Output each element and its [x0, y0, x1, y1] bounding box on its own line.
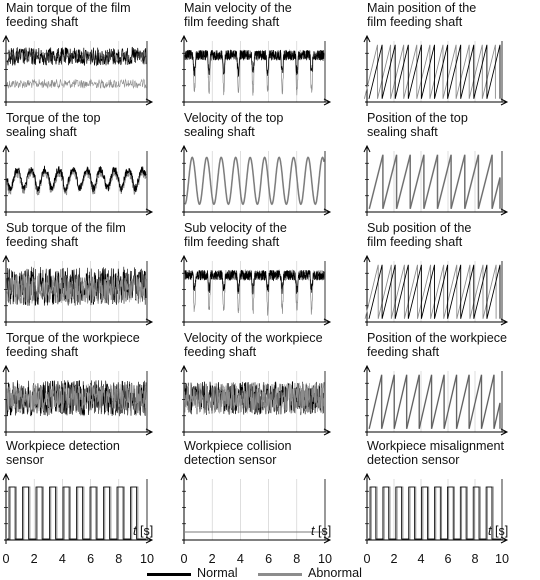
- legend-abnormal-label: Abnormal: [308, 566, 362, 580]
- series-abnormal: [368, 374, 501, 429]
- series-normal: [368, 264, 501, 319]
- chart-title: Workpiece misalignment detection sensor: [367, 439, 504, 467]
- chart-title: Sub torque of the film feeding shaft: [6, 221, 126, 249]
- series-abnormal: [6, 383, 147, 413]
- legend-normal-label: Normal: [197, 566, 238, 580]
- y-axis-arrow: [180, 34, 188, 43]
- y-axis-arrow: [2, 472, 10, 481]
- x-axis-arrow: [323, 428, 332, 436]
- x-axis-unit: [s]: [491, 524, 509, 538]
- series-normal: [368, 486, 501, 540]
- x-tick-label: 8: [471, 552, 479, 566]
- x-axis-arrow: [500, 318, 509, 326]
- y-axis-arrow: [363, 472, 371, 481]
- x-tick-label: 10: [317, 552, 332, 566]
- chart-title: Position of the workpiece feeding shaft: [367, 331, 508, 359]
- x-axis-symbol: t: [311, 524, 315, 538]
- x-tick-label: 2: [390, 552, 398, 566]
- x-tick-label: 10: [494, 552, 509, 566]
- x-axis-arrow: [500, 428, 509, 436]
- x-tick-label: 0: [180, 552, 188, 566]
- x-axis-label: t [s]: [133, 524, 153, 538]
- y-axis-arrow: [363, 144, 371, 153]
- y-axis-arrow: [363, 34, 371, 43]
- y-axis-arrow: [180, 254, 188, 263]
- x-axis-unit: [s]: [314, 524, 332, 538]
- x-axis-arrow: [145, 536, 154, 544]
- series-normal: [184, 269, 325, 295]
- chart-title: Main torque of the film feeding shaft: [6, 1, 131, 29]
- series-abnormal: [184, 382, 325, 415]
- series-normal: [184, 381, 325, 416]
- x-axis-arrow: [145, 318, 154, 326]
- x-tick-label: 6: [265, 552, 273, 566]
- y-axis-arrow: [363, 364, 371, 373]
- x-tick-label: 4: [58, 552, 66, 566]
- x-tick-label: 4: [236, 552, 244, 566]
- series-normal: [7, 486, 146, 540]
- x-axis-symbol: t: [488, 524, 492, 538]
- x-axis-arrow: [500, 98, 509, 106]
- x-tick-label: 8: [293, 552, 301, 566]
- x-axis-arrow: [500, 208, 509, 216]
- y-axis-arrow: [2, 254, 10, 263]
- y-axis-arrow: [2, 34, 10, 43]
- x-axis-arrow: [145, 208, 154, 216]
- x-axis-label: t [s]: [488, 524, 508, 538]
- series-normal: [184, 49, 325, 77]
- x-tick-label: 6: [444, 552, 452, 566]
- chart-title: Sub position of the film feeding shaft: [367, 221, 472, 249]
- legend-abnormal-swatch: [258, 573, 302, 576]
- x-tick-label: 0: [2, 552, 10, 566]
- legend-normal-swatch: [147, 573, 191, 576]
- series-abnormal: [6, 274, 147, 304]
- series-normal: [368, 374, 501, 429]
- x-tick-label: 6: [87, 552, 95, 566]
- series-abnormal: [6, 165, 147, 196]
- x-axis-arrow: [323, 318, 332, 326]
- x-tick-label: 10: [139, 552, 154, 566]
- chart-title: Velocity of the workpiece feeding shaft: [184, 331, 323, 359]
- chart-title: Velocity of the top sealing shaft: [184, 111, 284, 139]
- chart-title: Torque of the workpiece feeding shaft: [6, 331, 140, 359]
- chart-title: Torque of the top sealing shaft: [6, 111, 101, 139]
- x-axis-arrow: [323, 536, 332, 544]
- x-tick-label: 2: [208, 552, 216, 566]
- series-abnormal: [184, 156, 325, 206]
- x-axis-label: t [s]: [311, 524, 331, 538]
- x-axis-arrow: [323, 208, 332, 216]
- x-tick-label: 2: [30, 552, 38, 566]
- series-normal: [6, 165, 147, 193]
- series-normal: [368, 44, 501, 99]
- chart-title: Workpiece collision detection sensor: [184, 439, 292, 467]
- chart-title: Main position of the film feeding shaft: [367, 1, 477, 29]
- series-normal: [368, 154, 501, 209]
- y-axis-arrow: [2, 364, 10, 373]
- x-axis-unit: [s]: [136, 524, 154, 538]
- x-tick-label: 0: [363, 552, 371, 566]
- chart-title: Position of the top sealing shaft: [367, 111, 468, 139]
- y-axis-arrow: [180, 364, 188, 373]
- x-axis-arrow: [500, 536, 509, 544]
- y-axis-arrow: [2, 144, 10, 153]
- y-axis-arrow: [180, 472, 188, 481]
- x-axis-arrow: [145, 98, 154, 106]
- series-abnormal: [6, 78, 147, 89]
- y-axis-arrow: [363, 254, 371, 263]
- x-axis-arrow: [145, 428, 154, 436]
- x-tick-label: 4: [417, 552, 425, 566]
- series-abnormal: [364, 264, 497, 319]
- y-axis-arrow: [180, 144, 188, 153]
- chart-title: Sub velocity of the film feeding shaft: [184, 221, 287, 249]
- x-tick-label: 8: [115, 552, 123, 566]
- chart-title: Main velocity of the film feeding shaft: [184, 1, 292, 29]
- series-normal-overlay: [6, 50, 147, 63]
- x-axis-arrow: [323, 98, 332, 106]
- chart-title: Workpiece detection sensor: [6, 439, 120, 467]
- x-axis-symbol: t: [133, 524, 137, 538]
- series-normal: [184, 156, 325, 205]
